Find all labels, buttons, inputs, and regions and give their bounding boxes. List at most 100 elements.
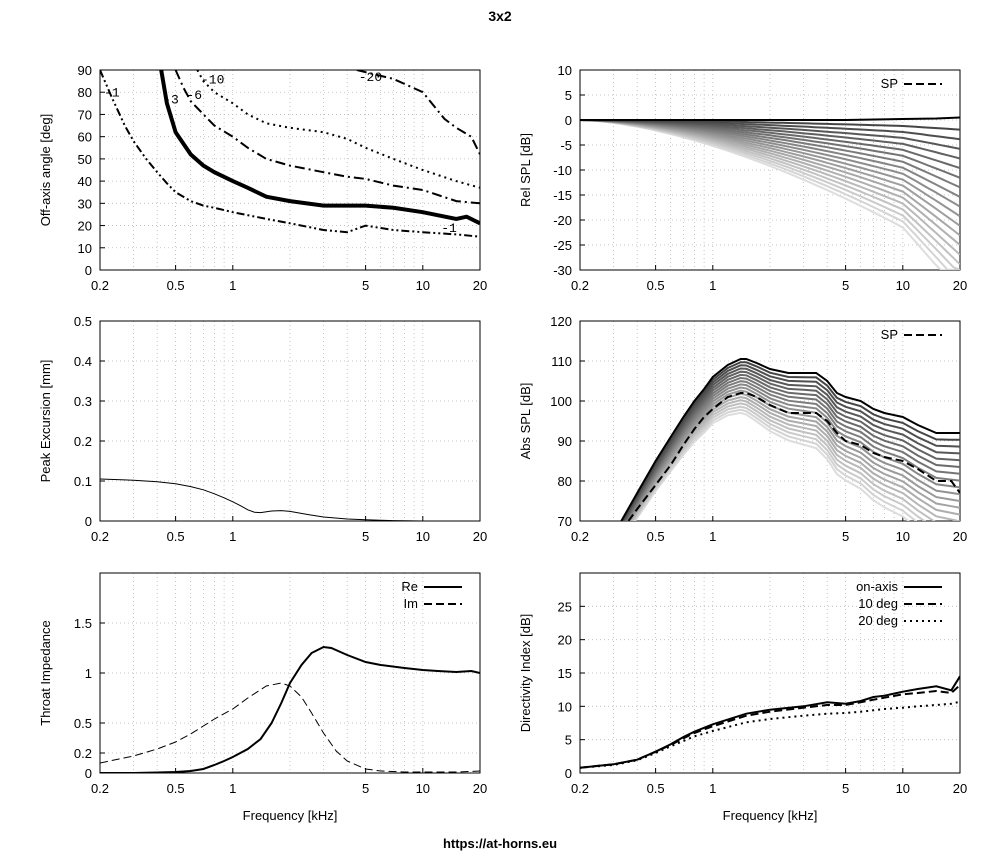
- footer-url: https://at-horns.eu: [443, 836, 557, 851]
- family-curve: [621, 364, 960, 521]
- y-tick-label: -15: [553, 188, 572, 203]
- x-tick-label: 0.5: [647, 278, 665, 293]
- y-tick-label: 0: [85, 766, 92, 781]
- y-tick-label: 15: [558, 666, 572, 681]
- x-tick-label: 0.2: [91, 781, 109, 796]
- family-curve: [622, 367, 960, 521]
- y-tick-label: 70: [78, 107, 92, 122]
- family-curve: [627, 389, 960, 521]
- family-curve: [622, 370, 960, 521]
- y-tick-label: 60: [78, 130, 92, 145]
- family-curve: [625, 380, 960, 521]
- y-axis-label: Peak Excursion [mm]: [38, 360, 53, 483]
- x-axis-label: Frequency [kHz]: [723, 808, 818, 823]
- series-line--1: [100, 70, 480, 238]
- family-curve: [631, 402, 936, 521]
- y-tick-label: 0.2: [74, 746, 92, 761]
- y-tick-label: 110: [551, 354, 572, 369]
- x-tick-label: 0.5: [167, 278, 185, 293]
- x-tick-label: 20: [473, 781, 487, 796]
- y-tick-label: 0.3: [74, 394, 92, 409]
- x-tick-label: 20: [473, 529, 487, 544]
- y-tick-label: 10: [558, 699, 572, 714]
- x-tick-label: 1: [709, 529, 716, 544]
- family-curve: [633, 411, 910, 521]
- x-tick-label: 10: [416, 781, 430, 796]
- y-tick-label: -5: [560, 138, 572, 153]
- y-tick-label: -10: [553, 163, 572, 178]
- chart-excursion: 0.2 0.5 1 5 10 20 0 0.1 0.2 0.3 0.4 0.5 Peak Excursi…: [38, 314, 487, 544]
- y-axis-label: Throat Impedance: [38, 620, 53, 726]
- x-tick-label: 1: [709, 278, 716, 293]
- y-tick-label: -20: [553, 213, 572, 228]
- x-axis-label: Frequency [kHz]: [243, 808, 338, 823]
- x-tick-label: 10: [416, 529, 430, 544]
- series-line--10: [196, 70, 480, 189]
- x-tick-label: 1: [229, 781, 236, 796]
- series-line--3: [159, 70, 480, 226]
- legend-label: Im: [404, 596, 418, 611]
- family-curve: [628, 392, 960, 521]
- x-tick-label: 0.2: [571, 781, 589, 796]
- x-tick-label: 1: [709, 781, 716, 796]
- x-tick-label: 0.5: [647, 781, 665, 796]
- y-tick-label: 0.5: [74, 716, 92, 731]
- contour-label: -6: [186, 88, 202, 103]
- chart-relspl: 0.2 0.5 1 5 10 20 -30 -25 -20 -15 -10 -5 0 5 10 Rel SPL…: [518, 63, 967, 293]
- x-tick-label: 0.5: [167, 529, 185, 544]
- series-group: [620, 358, 960, 521]
- family-curve: [624, 376, 960, 521]
- x-tick-label: 20: [953, 278, 967, 293]
- legend-label: SP: [881, 76, 898, 91]
- x-tick-label: 5: [842, 529, 849, 544]
- y-axis-label: Rel SPL [dB]: [518, 133, 533, 207]
- y-tick-label: 25: [558, 599, 572, 614]
- series-line-on-axis: [580, 116, 960, 121]
- family-curve: [623, 373, 960, 521]
- x-tick-label: 0.2: [571, 529, 589, 544]
- series-line--20: [356, 70, 480, 155]
- x-tick-label: 5: [362, 781, 369, 796]
- family-curve: [626, 383, 960, 521]
- y-tick-label: 0: [85, 514, 92, 529]
- x-tick-label: 10: [896, 278, 910, 293]
- x-tick-label: 10: [416, 278, 430, 293]
- chart-absspl: 0.2 0.5 1 5 10 20 70 80 90 100 110 120 Abs SPL [dB] S…: [518, 314, 967, 544]
- y-tick-label: 80: [558, 474, 572, 489]
- y-tick-label: 100: [550, 394, 572, 409]
- y-tick-label: 20: [558, 633, 572, 648]
- x-tick-label: 10: [896, 529, 910, 544]
- y-tick-label: 0: [565, 113, 572, 128]
- x-tick-label: 5: [842, 278, 849, 293]
- y-tick-label: 20: [78, 219, 92, 234]
- x-tick-label: 0.5: [647, 529, 665, 544]
- y-tick-label: -30: [553, 263, 572, 278]
- y-tick-label: 0.4: [74, 354, 92, 369]
- x-tick-label: 20: [953, 781, 967, 796]
- y-tick-label: 0.2: [74, 434, 92, 449]
- series-group: [100, 478, 423, 521]
- y-tick-label: 0.1: [74, 474, 92, 489]
- y-axis-label: Abs SPL [dB]: [518, 383, 533, 460]
- contour-label: -1: [104, 86, 120, 101]
- y-axis-label: Directivity Index [dB]: [518, 614, 533, 733]
- contour-label: -1: [441, 221, 457, 236]
- contour-label: -10: [201, 72, 224, 87]
- y-tick-label: 10: [78, 241, 92, 256]
- y-tick-label: 5: [565, 733, 572, 748]
- x-tick-label: 20: [473, 278, 487, 293]
- series-line-10-deg: [580, 684, 960, 769]
- series-group: [100, 70, 480, 238]
- family-curve: [626, 386, 960, 521]
- series-group: [580, 675, 960, 769]
- x-tick-label: 10: [896, 781, 910, 796]
- series-line-Im: [100, 682, 480, 773]
- series-line--6: [174, 70, 480, 205]
- chart-offaxis: 0.2 0.5 1 5 10 20 0 10 20 30 40 50 60 70 80 90 Off-axis …: [38, 63, 487, 293]
- x-tick-label: 1: [229, 529, 236, 544]
- y-tick-label: 90: [78, 63, 92, 78]
